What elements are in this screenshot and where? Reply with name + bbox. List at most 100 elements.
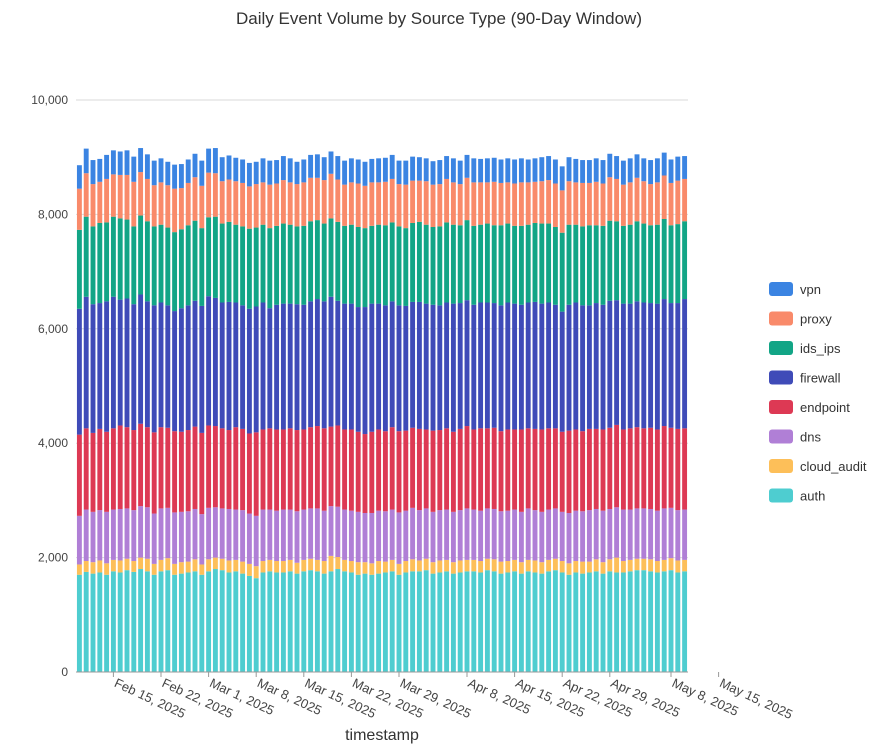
bar-segment-vpn <box>478 158 484 183</box>
bar-segment-vpn <box>76 165 82 189</box>
bar-segment-ids_ips <box>158 224 164 303</box>
bar-segment-vpn <box>97 158 103 182</box>
bar-segment-endpoint <box>654 429 660 511</box>
bar-segment-endpoint <box>76 434 82 516</box>
bar-segment-dns <box>131 510 137 562</box>
bar-segment-firewall <box>410 301 416 428</box>
bar-segment-proxy <box>416 180 422 222</box>
bar-segment-dns <box>280 509 286 562</box>
bar-segment-proxy <box>539 181 545 224</box>
bar-segment-dns <box>444 509 450 560</box>
bar-segment-dns <box>110 509 116 560</box>
bar-segment-firewall <box>532 301 538 429</box>
bar-segment-endpoint <box>559 431 565 512</box>
bar-segment-auth <box>158 571 164 672</box>
bar-segment-dns <box>308 508 314 559</box>
bar-segment-endpoint <box>308 427 314 509</box>
bar-segment-ids_ips <box>512 225 518 304</box>
bar-segment-proxy <box>559 190 565 233</box>
bar-segment-ids_ips <box>226 221 232 302</box>
bar-segment-vpn <box>199 160 205 186</box>
bar-segment-dns <box>634 508 640 559</box>
bar-segment-ids_ips <box>376 224 382 304</box>
bar-segment-ids_ips <box>294 226 300 305</box>
bar-segment-dns <box>457 510 463 561</box>
bar-segment-endpoint <box>117 425 123 509</box>
bar-segment-ids_ips <box>144 221 150 302</box>
bar-segment-ids_ips <box>491 225 497 304</box>
bar-segment-vpn <box>314 154 320 178</box>
bar-segment-endpoint <box>206 425 212 508</box>
bar-segment-cloud_audit <box>600 562 606 574</box>
bar-segment-cloud_audit <box>185 561 191 573</box>
bar-segment-dns <box>505 510 511 562</box>
bar-segment-vpn <box>274 160 280 184</box>
bar-segment-auth <box>491 571 497 672</box>
bar-segment-endpoint <box>328 426 334 507</box>
bar-segment-dns <box>478 510 484 562</box>
bar-segment-cloud_audit <box>396 563 402 575</box>
bar-segment-proxy <box>641 181 647 224</box>
bar-segment-ids_ips <box>641 223 647 303</box>
bar-segment-proxy <box>138 172 144 216</box>
bar-segment-firewall <box>593 303 599 429</box>
bar-segment-dns <box>314 508 320 560</box>
bar-segment-proxy <box>104 178 110 223</box>
bar-segment-ids_ips <box>355 226 361 308</box>
bar-segment-cloud_audit <box>573 561 579 573</box>
bar-segment-endpoint <box>131 430 137 511</box>
bar-segment-dns <box>301 509 307 560</box>
bar-segment-endpoint <box>614 424 620 508</box>
bar-segment-cloud_audit <box>532 560 538 573</box>
bar-segment-firewall <box>158 302 164 428</box>
bar-segment-ids_ips <box>382 225 388 306</box>
bar-segment-proxy <box>403 184 409 229</box>
bar-segment-proxy <box>634 177 640 222</box>
bar-segment-cloud_audit <box>219 558 225 571</box>
bar-segment-vpn <box>233 157 239 182</box>
bar-segment-proxy <box>573 182 579 225</box>
bar-segment-cloud_audit <box>246 563 252 576</box>
bar-segment-firewall <box>321 301 327 429</box>
bar-segment-endpoint <box>423 429 429 509</box>
bar-segment-firewall <box>512 303 518 430</box>
bar-segment-vpn <box>260 158 266 183</box>
bar-segment-vpn <box>212 148 218 174</box>
bar-segment-proxy <box>219 181 225 224</box>
bar-segment-vpn <box>546 156 552 181</box>
bar-segment-firewall <box>308 301 314 428</box>
bar-segment-cloud_audit <box>294 562 300 574</box>
bar-segment-dns <box>382 511 388 562</box>
bar-segment-cloud_audit <box>654 561 660 573</box>
bar-segment-firewall <box>104 301 110 432</box>
bar-segment-dns <box>355 511 361 563</box>
bar-segment-firewall <box>505 302 511 430</box>
bar-segment-firewall <box>178 308 184 432</box>
bar-segment-endpoint <box>484 428 490 509</box>
bar-segment-proxy <box>518 182 524 226</box>
bar-segment-dns <box>192 508 198 560</box>
bar-segment-dns <box>484 508 490 559</box>
bar-segment-proxy <box>682 178 688 222</box>
bar-segment-vpn <box>430 161 436 185</box>
bar-segment-ids_ips <box>586 225 592 306</box>
bar-segment-cloud_audit <box>287 559 293 572</box>
bar-segment-firewall <box>471 304 477 430</box>
bar-segment-cloud_audit <box>464 559 470 572</box>
bar-segment-dns <box>661 508 667 560</box>
bar-segment-auth <box>464 571 470 672</box>
bar-segment-vpn <box>178 164 184 189</box>
legend-swatch-proxy <box>769 311 793 326</box>
bar-segment-dns <box>294 511 300 563</box>
bar-segment-proxy <box>396 184 402 227</box>
bar-segment-proxy <box>294 184 300 227</box>
bar-segment-auth <box>648 571 654 672</box>
bar-segment-proxy <box>308 177 314 222</box>
bar-segment-proxy <box>620 184 626 226</box>
bar-segment-proxy <box>661 175 667 219</box>
bar-segment-cloud_audit <box>410 559 416 572</box>
bar-segment-auth <box>287 571 293 672</box>
bar-segment-proxy <box>131 181 137 227</box>
legend-swatch-vpn <box>769 282 793 296</box>
bar-segment-endpoint <box>498 431 504 512</box>
